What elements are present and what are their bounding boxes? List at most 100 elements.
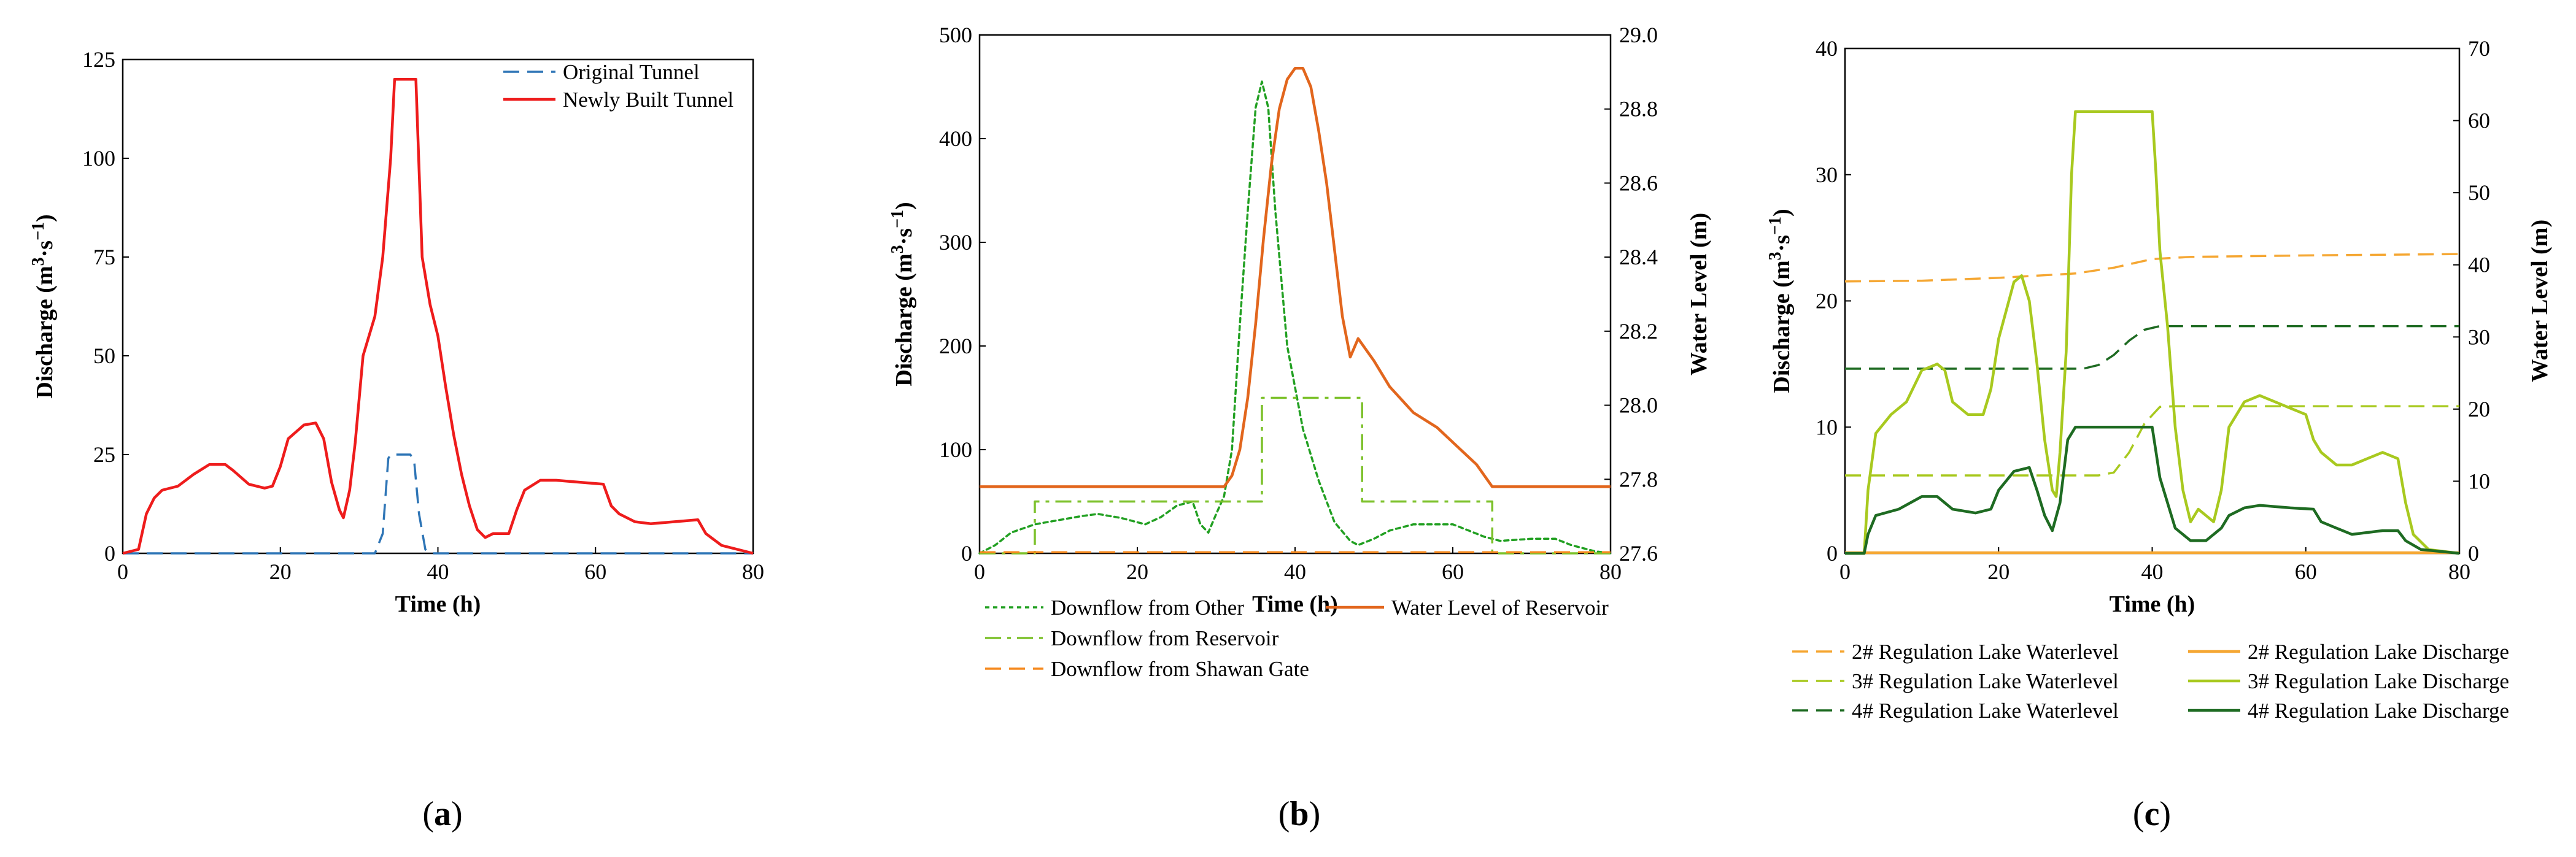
y-right-tick-label: 29.0 [1619, 23, 1658, 47]
y-right-tick-label: 28.6 [1619, 171, 1658, 195]
y-label-text: Discharge (m [32, 266, 58, 398]
x-tick-label: 20 [1987, 559, 2009, 584]
y-right-tick-label: 60 [2468, 109, 2490, 133]
x-tick-label: 0 [117, 559, 128, 584]
y-right-tick-label: 28.0 [1619, 393, 1658, 418]
chart-a: 0 20 40 60 80 0 25 50 75 100 125 Time (h) Discharge … [29, 47, 764, 833]
y-tick-label: 0 [1827, 541, 1838, 566]
y-right-tick-label: 28.8 [1619, 97, 1658, 121]
plot-frame [122, 58, 754, 555]
y-axis-label: Discharge (m3·s−1) [29, 214, 58, 398]
panel-letter: a [434, 795, 451, 833]
y-axis-label: Discharge (m3·s−1) [888, 202, 917, 386]
y-right-axis-label: Water Level (m) [1686, 213, 1712, 375]
x-tick-label: 40 [427, 559, 449, 584]
x-tick-label: 40 [2141, 559, 2164, 584]
series-line-water-level-of-reservoir [980, 67, 1611, 488]
x-axis-label: Time (h) [1252, 591, 1338, 617]
x-axis-label: Time (h) [2110, 591, 2195, 617]
y-tick-label: 500 [939, 23, 972, 47]
series-line-original-tunnel [123, 453, 753, 555]
y-axis-label: Discharge (m3·s−1) [1766, 209, 1795, 393]
series-line-4-regulation-lake-discharge [1845, 426, 2460, 555]
series-line-2-regulation-lake-waterlevel [1844, 253, 2460, 283]
x-tick-label: 40 [1284, 559, 1306, 584]
y-right-axis-label: Water Level (m) [2527, 220, 2553, 382]
legend-label: Newly Built Tunnel [563, 88, 733, 112]
legend-label: 2# Regulation Lake Discharge [2248, 640, 2509, 664]
y-label-text: ) [891, 202, 917, 210]
y-tick-label: 125 [82, 47, 115, 72]
panel-paren: ) [451, 795, 463, 833]
legend-label: Original Tunnel [563, 60, 700, 84]
x-tick-label: 20 [1126, 559, 1148, 584]
y-label-text: Discharge (m [1769, 260, 1795, 393]
x-tick-label: 80 [742, 559, 764, 584]
y-label-sup: −1 [1766, 217, 1785, 235]
y-label-text: ·s [1769, 235, 1795, 252]
plot-frame [978, 34, 1612, 555]
x-tick-label: 20 [269, 559, 292, 584]
legend-label: 2# Regulation Lake Waterlevel [1852, 640, 2119, 664]
y-tick-label: 40 [1816, 36, 1838, 61]
panel-label: (b) [1278, 795, 1320, 833]
legend-label: 3# Regulation Lake Waterlevel [1852, 669, 2119, 693]
legend: 2# Regulation Lake Waterlevel 2# Regulati… [1792, 640, 2509, 723]
y-label-text: ·s [891, 228, 917, 245]
y-label-text: Discharge (m [891, 253, 917, 386]
panel-paren: ) [2159, 795, 2171, 833]
panel-paren: ( [1278, 795, 1290, 833]
y-right-tick-label: 27.6 [1619, 541, 1658, 566]
y-label-sup: −1 [888, 210, 907, 228]
panel-letter: b [1290, 795, 1309, 833]
panel-label: (c) [2133, 795, 2171, 833]
panel-paren: ) [1309, 795, 1321, 833]
y-tick-label: 200 [939, 334, 972, 358]
y-tick-label: 400 [939, 126, 972, 151]
x-tick-label: 60 [2295, 559, 2317, 584]
y-label-sup: 3 [1766, 252, 1785, 260]
series-line-4-regulation-lake-waterlevel [1845, 325, 2459, 370]
x-tick-label: 80 [1599, 559, 1622, 584]
legend-label: 4# Regulation Lake Waterlevel [1852, 699, 2119, 723]
y-right-tick-label: 50 [2468, 180, 2490, 205]
panel-paren: ( [422, 795, 434, 833]
legend-label: Water Level of Reservoir [1391, 596, 1609, 620]
y-tick-label: 100 [82, 146, 115, 171]
y-right-tick-label: 20 [2468, 397, 2490, 421]
y-tick-label: 25 [93, 442, 115, 467]
x-tick-label: 60 [584, 559, 606, 584]
y-right-tick-label: 28.4 [1619, 245, 1658, 269]
y-right-tick-label: 40 [2468, 253, 2490, 277]
series-line-3-regulation-lake-discharge [1845, 110, 2460, 555]
panel-letter: c [2145, 795, 2160, 833]
y-label-sup: 3 [29, 257, 48, 266]
y-label-text: ·s [32, 240, 58, 257]
x-tick-label: 0 [974, 559, 985, 584]
legend-label: Downflow from Reservoir [1051, 626, 1279, 650]
legend: Downflow from Other Water Level of Reserv… [985, 596, 1609, 681]
y-label-sup: 3 [888, 245, 907, 253]
y-right-tick-label: 27.8 [1619, 467, 1658, 491]
y-tick-label: 10 [1816, 415, 1838, 439]
chart-b: 0 20 40 60 80 0 100 200 300 400 500 27.6 27.8 28.0 28.… [888, 23, 1712, 833]
y-right-tick-label: 30 [2468, 325, 2490, 349]
legend: Original Tunnel Newly Built Tunnel [503, 60, 733, 112]
x-tick-label: 60 [1442, 559, 1464, 584]
y-right-tick-label: 0 [2468, 541, 2479, 566]
y-tick-label: 300 [939, 230, 972, 255]
legend-label: Downflow from Other [1051, 596, 1244, 620]
y-tick-label: 100 [939, 437, 972, 462]
y-right-tick-label: 10 [2468, 469, 2490, 493]
y-label-text: ) [1769, 209, 1795, 217]
series-line-downflow-from-reservoir [980, 396, 1611, 555]
y-tick-label: 30 [1816, 163, 1838, 187]
panel-paren: ( [2133, 795, 2145, 833]
panel-label: (a) [422, 795, 462, 833]
y-tick-label: 0 [104, 541, 115, 566]
series-line-newly-built-tunnel [122, 77, 754, 555]
y-right-tick-label: 70 [2468, 36, 2490, 61]
y-tick-label: 75 [93, 245, 115, 269]
